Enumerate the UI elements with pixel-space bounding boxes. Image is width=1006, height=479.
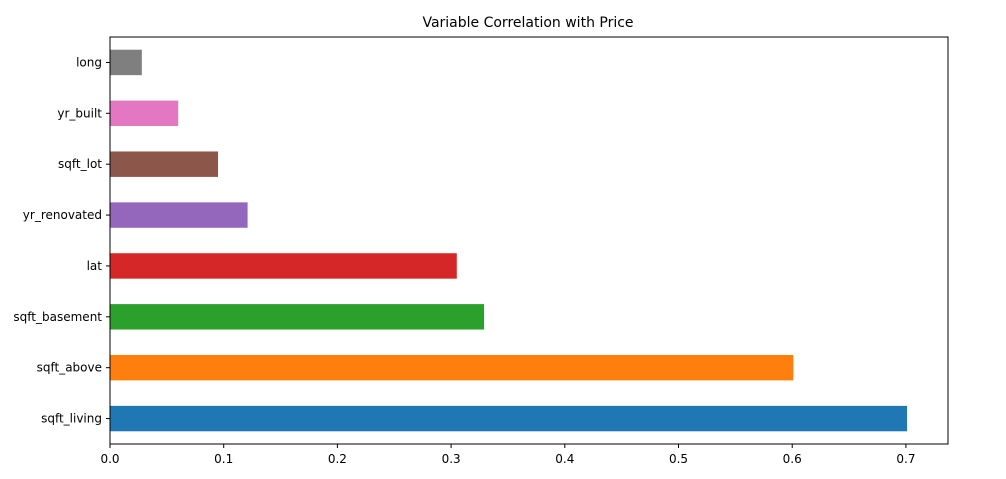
bar-yr-renovated (110, 202, 248, 228)
x-tick-label: 0.3 (442, 452, 461, 466)
x-tick-label: 0.2 (328, 452, 347, 466)
y-tick-label: sqft_lot (58, 157, 102, 171)
x-tick-label: 0.6 (783, 452, 802, 466)
y-tick-label: yr_built (57, 106, 102, 120)
bar-sqft-basement (110, 304, 485, 330)
y-tick-label: lat (87, 259, 103, 273)
bar-lat (110, 253, 457, 279)
bar-sqft-above (110, 354, 794, 381)
bar-long (110, 49, 142, 76)
bar-sqft-lot (110, 151, 219, 177)
x-tick-label: 0.5 (669, 452, 688, 466)
x-tick-label: 0.7 (896, 452, 915, 466)
y-axis-ticks: sqft_living sqft_above sqft_basement lat yr_… (13, 55, 110, 426)
bar-sqft-living (110, 405, 908, 432)
bar-yr-built (110, 100, 179, 127)
y-tick-label: sqft_above (37, 361, 102, 375)
y-tick-label: sqft_basement (13, 310, 102, 324)
y-tick-label: long (76, 55, 102, 69)
x-axis-ticks: 0.0 0.1 0.2 0.3 0.4 0.5 0.6 0.7 (100, 444, 915, 466)
bars-group (110, 49, 908, 432)
x-tick-label: 0.4 (555, 452, 574, 466)
x-tick-label: 0.1 (214, 452, 233, 466)
y-tick-label: yr_renovated (23, 208, 102, 222)
chart-title: Variable Correlation with Price (422, 15, 633, 31)
y-tick-label: sqft_living (41, 412, 102, 426)
x-tick-label: 0.0 (100, 452, 119, 466)
plot-frame (109, 36, 949, 445)
